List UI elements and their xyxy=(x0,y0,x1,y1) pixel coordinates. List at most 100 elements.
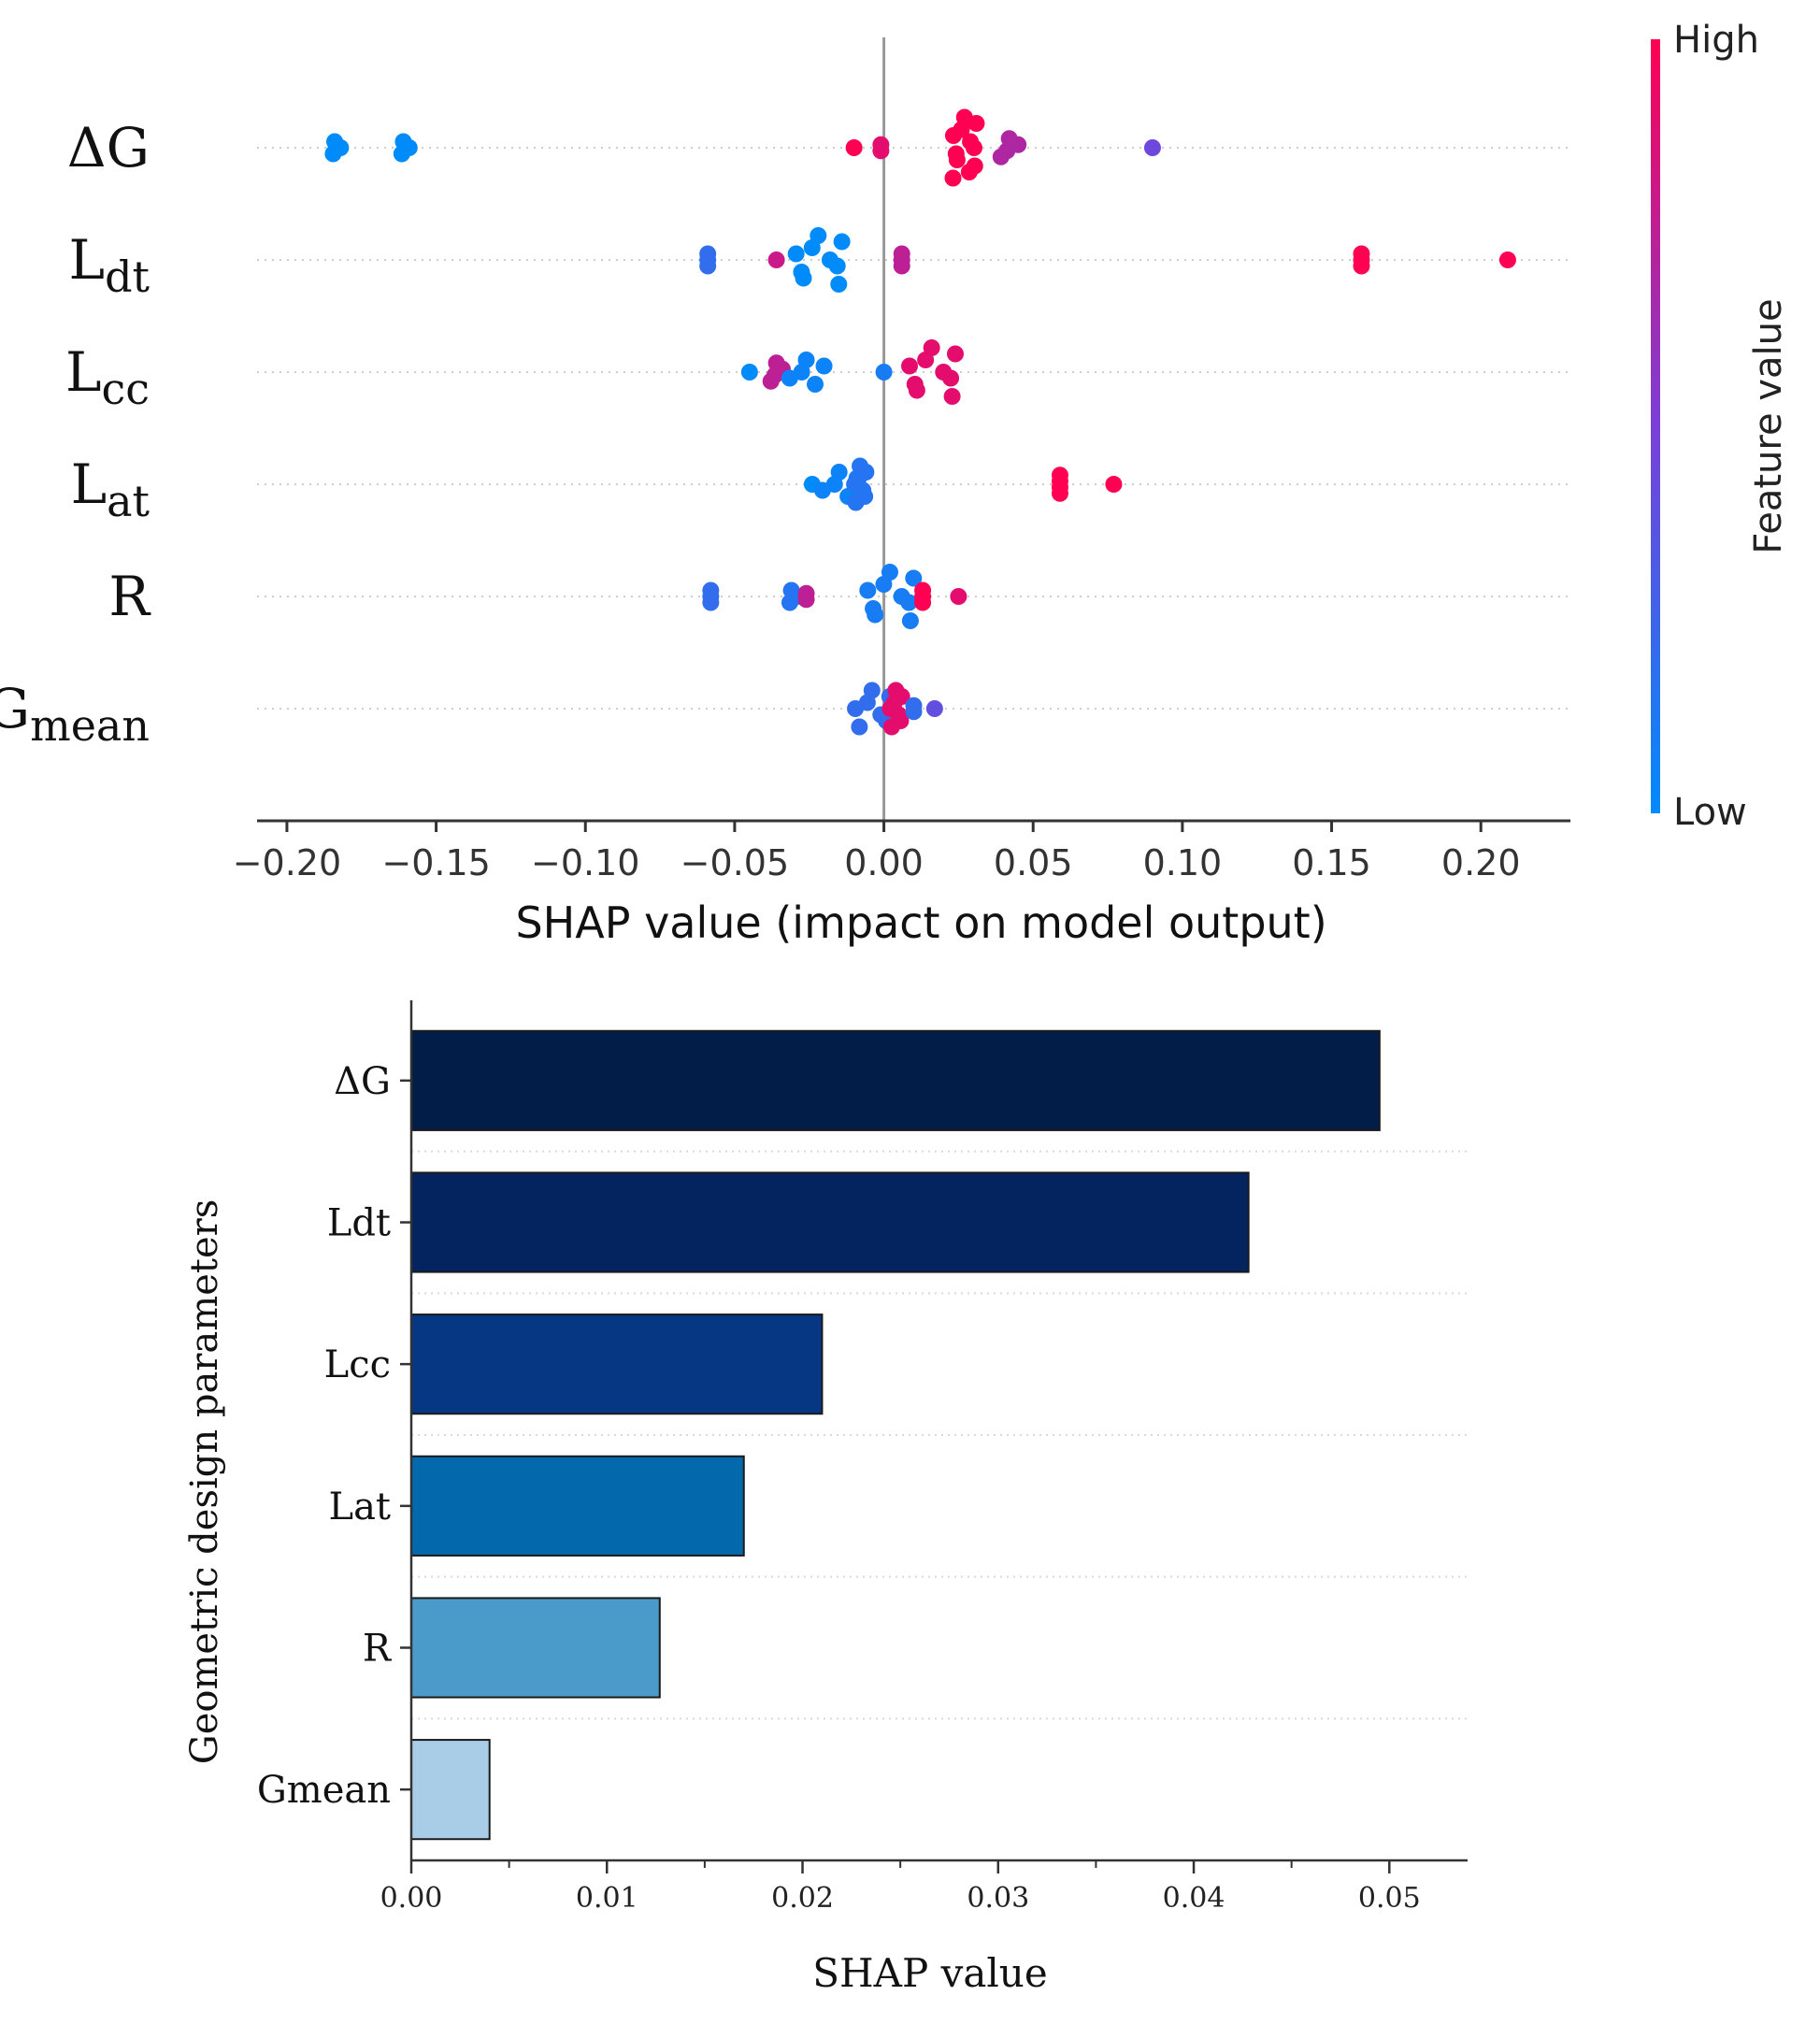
x-tick-label: −0.05 xyxy=(681,842,789,883)
shap-point xyxy=(950,588,967,605)
shap-point xyxy=(781,594,798,611)
x-tick-label: −0.10 xyxy=(531,842,639,883)
bar xyxy=(410,1597,661,1699)
x-axis-label: SHAP value (impact on model output) xyxy=(515,897,1326,948)
shap-point xyxy=(781,369,798,387)
bar xyxy=(410,1313,824,1415)
shap-point xyxy=(914,594,932,611)
bar xyxy=(410,1171,1250,1273)
category-label: Lcc xyxy=(324,1343,391,1386)
x-tick-label: −0.15 xyxy=(381,842,490,883)
shap-beeswarm-chart: ΔG Ldt Lcc Lat R Gmean −0.20 −0.15 −0.10 −0.05 0.… xyxy=(0,19,1790,948)
shap-point xyxy=(965,139,982,156)
shap-point xyxy=(960,164,978,180)
x-tick-label: 0.02 xyxy=(771,1882,834,1915)
shap-point xyxy=(762,372,780,390)
feature-labels: ΔG Ldt Lcc Lat R Gmean xyxy=(0,116,151,751)
shap-point xyxy=(893,257,910,275)
x-tick-label: 0.04 xyxy=(1163,1882,1225,1915)
x-tick-label: 0.05 xyxy=(1358,1882,1421,1915)
shap-point xyxy=(905,569,923,587)
colorbar-gradient xyxy=(1651,39,1660,813)
y-axis-label: Geometric design parameters xyxy=(183,1199,226,1765)
shap-point xyxy=(900,594,918,611)
shap-point xyxy=(992,148,1010,165)
shap-point xyxy=(908,381,925,399)
category-label: Lat xyxy=(329,1486,391,1529)
category-labels: ΔG Ldt Lcc Lat R Gmean xyxy=(257,1060,411,1812)
bars xyxy=(410,1029,1381,1841)
colorbar-low-label: Low xyxy=(1673,791,1747,834)
shap-point xyxy=(1051,484,1068,502)
shap-point xyxy=(944,169,962,187)
x-ticks: 0.00 0.01 0.02 0.03 0.04 0.05 xyxy=(380,1860,1421,1915)
feature-label: Lat xyxy=(71,452,150,526)
shap-point xyxy=(875,576,893,593)
feature-label: R xyxy=(108,565,151,628)
category-label: R xyxy=(363,1628,393,1671)
bar xyxy=(410,1455,745,1557)
shap-point xyxy=(905,703,923,721)
shap-point xyxy=(946,345,964,363)
category-label: ΔG xyxy=(334,1060,391,1103)
feature-label: Lcc xyxy=(65,340,150,414)
bar xyxy=(410,1739,491,1841)
shap-point xyxy=(833,233,851,251)
shap-point xyxy=(1498,251,1516,268)
shap-point xyxy=(1105,476,1123,493)
shap-point xyxy=(882,718,900,736)
colorbar: High Low Feature value xyxy=(1651,19,1790,834)
shap-point xyxy=(847,494,865,511)
shap-point xyxy=(1143,139,1161,156)
x-tick-label: 0.05 xyxy=(994,842,1073,883)
shap-point xyxy=(795,269,812,287)
x-tick-label: 0.10 xyxy=(1143,842,1223,883)
shap-points xyxy=(324,108,1516,736)
shap-point xyxy=(925,700,943,717)
shap-point xyxy=(767,251,785,268)
x-tick-label: 0.00 xyxy=(844,842,924,883)
bar xyxy=(410,1029,1381,1131)
shap-point xyxy=(699,257,717,275)
category-label: Gmean xyxy=(257,1769,391,1812)
x-axis-label: SHAP value xyxy=(812,1950,1047,1996)
shap-point xyxy=(872,142,890,160)
shap-point xyxy=(324,145,342,163)
shap-point xyxy=(845,139,863,156)
x-tick-label: 0.00 xyxy=(380,1882,443,1915)
shap-point xyxy=(851,718,868,736)
shap-point xyxy=(867,606,884,624)
shap-point xyxy=(797,591,815,609)
shap-point xyxy=(740,364,758,380)
shap-point xyxy=(813,481,831,499)
x-tick-label: −0.20 xyxy=(233,842,341,883)
shap-point xyxy=(393,145,410,163)
shap-point xyxy=(787,245,805,263)
shap-point xyxy=(1353,257,1370,275)
colorbar-high-label: High xyxy=(1673,19,1759,62)
shap-point xyxy=(815,357,833,375)
x-tick-label: 0.03 xyxy=(967,1882,1029,1915)
shap-point xyxy=(830,276,848,293)
shap-point xyxy=(917,352,935,368)
shap-point xyxy=(942,369,960,387)
shap-point xyxy=(943,388,961,405)
x-tick-label: 0.01 xyxy=(576,1882,638,1915)
shap-point xyxy=(859,581,877,599)
category-label: Ldt xyxy=(327,1202,391,1245)
shap-point xyxy=(847,700,865,717)
shap-point xyxy=(828,257,846,275)
shap-point xyxy=(803,239,821,256)
shap-point xyxy=(702,594,720,611)
shap-point xyxy=(901,357,919,375)
feature-label: Ldt xyxy=(69,228,150,302)
feature-label: Gmean xyxy=(0,677,150,751)
shap-point xyxy=(967,115,985,132)
shap-point xyxy=(948,151,966,168)
x-tick-label: 0.15 xyxy=(1292,842,1371,883)
shap-point xyxy=(875,364,893,380)
x-tick-label: 0.20 xyxy=(1441,842,1521,883)
shap-point xyxy=(944,127,962,144)
